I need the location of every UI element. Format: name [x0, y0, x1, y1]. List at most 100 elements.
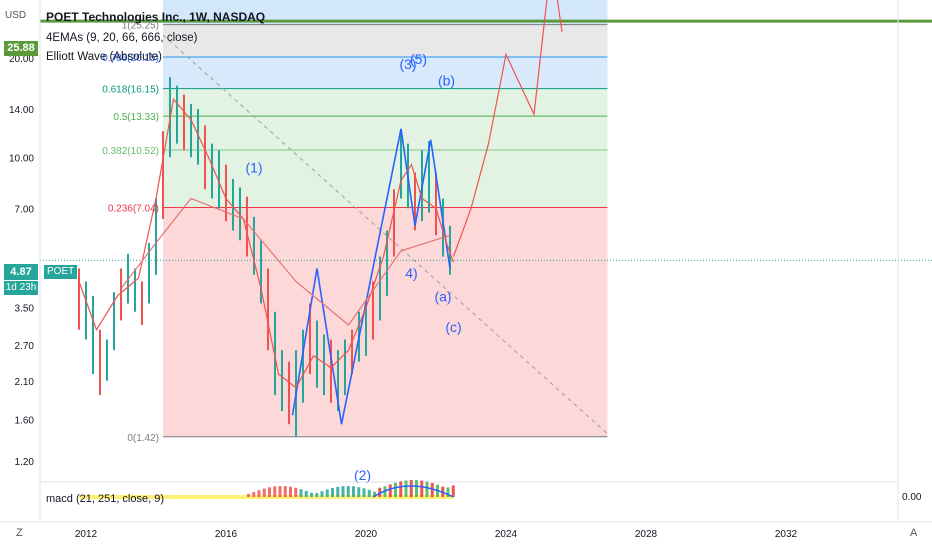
wave-label: (a): [434, 289, 451, 305]
fib-labels: 1(25.25) 0.786(20.15) 0.618(16.15) 0.5(13.3…: [102, 21, 159, 444]
wave-label: (3): [399, 56, 416, 72]
macd-histogram-bar: [352, 486, 355, 497]
y-tick-label: 1.20: [15, 457, 35, 468]
macd-histogram-bar: [331, 487, 334, 497]
x-tick-label: 2024: [495, 529, 518, 540]
y-tick-label: 7.00: [15, 204, 35, 215]
macd-histogram-bar: [336, 486, 340, 497]
macd-histogram-bar: [325, 489, 329, 497]
macd-histogram-bar: [310, 492, 313, 497]
macd-histogram-bar: [273, 486, 277, 497]
macd-histogram-bar: [257, 490, 261, 497]
series-line: [162, 34, 608, 435]
wave-label: (b): [438, 73, 455, 89]
fib-level-label: 0.382(10.52): [102, 146, 159, 157]
fib-zone: [163, 24, 608, 57]
current-price-badge: 4.87: [4, 264, 38, 280]
y-tick-label: 10.00: [9, 153, 34, 164]
macd-histogram-bar: [294, 487, 298, 497]
countdown-badge: 1d 23h: [4, 281, 38, 295]
series-line: [78, 97, 455, 389]
macd-histogram-bar: [404, 480, 408, 497]
macd-histogram-bar: [268, 487, 271, 497]
fib-zone: [163, 150, 608, 208]
series-lines: [78, 0, 563, 425]
wave-label: (1): [245, 159, 262, 175]
macd-signal-band: [79, 495, 454, 499]
wave-labels: (1) (2) (3)(5) (b) 4) (a) (c): [245, 51, 461, 483]
macd-histogram-bar: [315, 493, 319, 497]
macd-histogram-bar: [394, 482, 397, 497]
macd-histogram-bar: [289, 486, 292, 497]
macd-line: [372, 485, 454, 498]
macd-histogram-bar: [362, 488, 366, 497]
y-tick-label: 14.00: [9, 105, 34, 116]
macd-histogram-bar: [420, 480, 424, 497]
macd-label[interactable]: macd (21, 251, close, 9): [46, 493, 165, 505]
fib-zone: [163, 88, 608, 117]
macd-value: 0.00: [902, 492, 922, 503]
zoom-reset-button[interactable]: Z: [16, 527, 23, 539]
wave-label: (5): [410, 51, 427, 67]
macd-histogram-bar: [346, 486, 350, 497]
macd-pane: [40, 480, 898, 499]
x-tick-label: 2028: [635, 529, 658, 540]
indicator-elliott-wave[interactable]: Elliott Wave (Absolute): [46, 51, 162, 63]
macd-histogram-bar: [409, 480, 413, 497]
macd-histogram-bar: [357, 487, 361, 497]
wave-label: (2): [354, 467, 371, 483]
candles: [78, 77, 451, 437]
x-tick-label: 2012: [75, 529, 98, 540]
symbol-label: POET: [44, 265, 78, 279]
macd-histogram-bar: [299, 489, 303, 497]
fib-zone: [163, 207, 608, 437]
auto-scale-button[interactable]: A: [910, 527, 918, 539]
fib-level-label: 1(25.25): [122, 21, 159, 32]
macd-histogram-bar: [399, 481, 403, 497]
fib-level-label: 0.786(20.15): [102, 53, 159, 64]
wave-label: 4): [405, 265, 417, 281]
fib-zone: [163, 56, 608, 89]
series-line: [291, 128, 451, 425]
y-tick-label: 2.10: [15, 377, 35, 388]
macd-histogram-bar: [320, 491, 324, 497]
macd-histogram-bar: [252, 492, 256, 497]
macd-histogram-bar: [446, 487, 450, 497]
series-line: [120, 197, 451, 326]
wave-label: (c): [445, 319, 461, 335]
horizontal-line-price-badge: 25.88: [4, 41, 38, 56]
macd-histogram-bar: [373, 491, 376, 497]
y-tick-label: 20.00: [9, 54, 34, 65]
macd-histogram-bar: [247, 494, 250, 497]
macd-histogram-bar: [388, 484, 392, 497]
macd-histogram-bar: [378, 487, 382, 497]
series-line: [452, 0, 563, 257]
y-tick-label: 2.70: [15, 341, 35, 352]
macd-histogram-bar: [262, 488, 266, 497]
macd-histogram-bar: [341, 486, 345, 497]
macd-histogram-bar: [304, 490, 308, 497]
macd-histogram-bar: [425, 481, 429, 497]
x-tick-label: 2020: [355, 529, 378, 540]
chart-title: POET Technologies Inc., 1W, NASDAQ: [46, 10, 266, 24]
macd-histogram-bar: [278, 486, 282, 497]
fib-level-label: 0.618(16.15): [102, 85, 159, 96]
y-tick-label: 1.60: [15, 416, 35, 427]
indicator-emas[interactable]: 4EMAs (9, 20, 66, 666, close): [46, 32, 198, 44]
trend-line-layer: [162, 34, 608, 435]
macd-histogram-bar: [283, 486, 287, 497]
macd-histogram-bar: [451, 485, 455, 497]
macd-histogram-bar: [430, 483, 434, 497]
fib-level-label: 0(1.42): [127, 433, 159, 444]
fib-level-label: 0.236(7.04): [108, 204, 159, 215]
horizontal-line-layer: [40, 19, 932, 261]
x-tick-label: 2016: [215, 529, 238, 540]
fib-retracement: [163, 0, 608, 438]
fib-zone: [163, 116, 608, 151]
currency-label: USD: [5, 10, 27, 21]
x-tick-label: 2032: [775, 529, 798, 540]
fib-level-label: 0.5(13.33): [113, 112, 159, 123]
y-tick-label: 3.50: [15, 304, 35, 315]
